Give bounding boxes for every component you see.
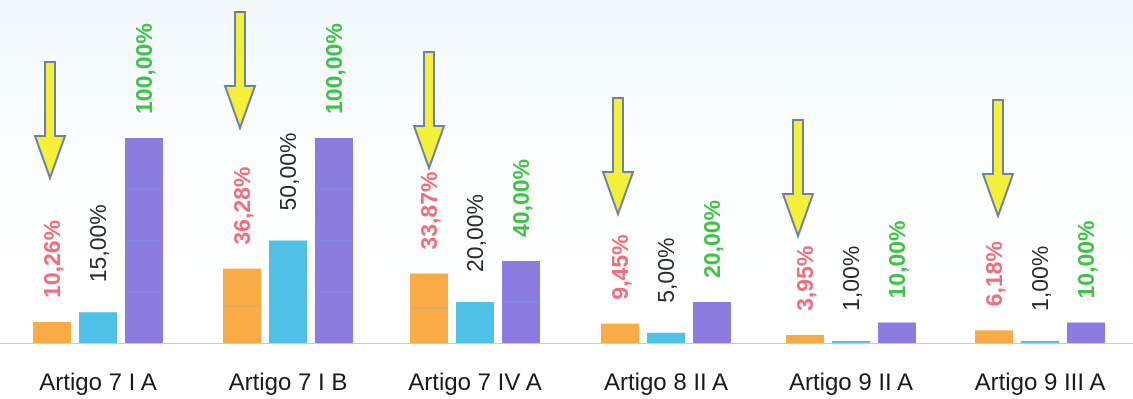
data-label-4-0: 3,95% — [792, 246, 818, 311]
data-label-2-2: 40,00% — [508, 159, 534, 237]
arrow-down-icon — [601, 97, 635, 217]
bar-5-1 — [1021, 340, 1059, 343]
arrow-down-icon — [33, 61, 67, 181]
bar-1-0 — [223, 268, 261, 343]
data-label-3-2: 20,00% — [699, 200, 725, 278]
arrow-down-icon — [781, 119, 815, 239]
data-label-3-0: 9,45% — [607, 234, 633, 299]
bar-5-2 — [1067, 322, 1105, 343]
arrow-down-icon — [412, 51, 446, 171]
bar-4-2 — [878, 322, 916, 343]
arrow-down-icon — [981, 99, 1015, 219]
bar-2-2 — [502, 261, 540, 343]
category-label-1: Artigo 7 I B — [229, 369, 348, 396]
data-label-0-0: 10,26% — [39, 220, 65, 298]
data-label-5-1: 1,00% — [1027, 246, 1053, 311]
bar-0-2 — [125, 138, 163, 343]
data-label-2-0: 33,87% — [416, 172, 442, 250]
bar-3-0 — [601, 323, 639, 343]
data-label-5-2: 10,00% — [1073, 220, 1099, 298]
bar-5-0 — [975, 330, 1013, 343]
bar-0-1 — [79, 312, 117, 343]
bar-4-0 — [786, 334, 824, 343]
bar-2-1 — [456, 302, 494, 343]
category-label-2: Artigo 7 IV A — [408, 369, 541, 396]
category-label-4: Artigo 9 II A — [789, 369, 913, 396]
data-label-4-2: 10,00% — [884, 220, 910, 298]
bar-3-1 — [647, 332, 685, 343]
data-label-1-1: 50,00% — [275, 132, 301, 210]
data-label-0-2: 100,00% — [131, 23, 157, 114]
bar-3-2 — [693, 302, 731, 343]
bar-4-1 — [832, 340, 870, 343]
data-label-1-2: 100,00% — [321, 23, 347, 114]
category-label-0: Artigo 7 I A — [39, 369, 156, 396]
category-label-5: Artigo 9 III A — [975, 369, 1106, 396]
data-label-0-1: 15,00% — [85, 204, 111, 282]
data-label-5-0: 6,18% — [981, 241, 1007, 306]
bar-0-0 — [33, 321, 71, 343]
data-label-3-1: 5,00% — [653, 238, 679, 303]
bar-2-0 — [410, 273, 448, 343]
arrow-down-icon — [223, 11, 257, 131]
category-label-3: Artigo 8 II A — [604, 369, 728, 396]
bar-1-2 — [315, 138, 353, 343]
bar-1-1 — [269, 240, 307, 343]
data-label-1-0: 36,28% — [229, 167, 255, 245]
data-label-2-1: 20,00% — [462, 194, 488, 272]
data-label-4-1: 1,00% — [838, 246, 864, 311]
